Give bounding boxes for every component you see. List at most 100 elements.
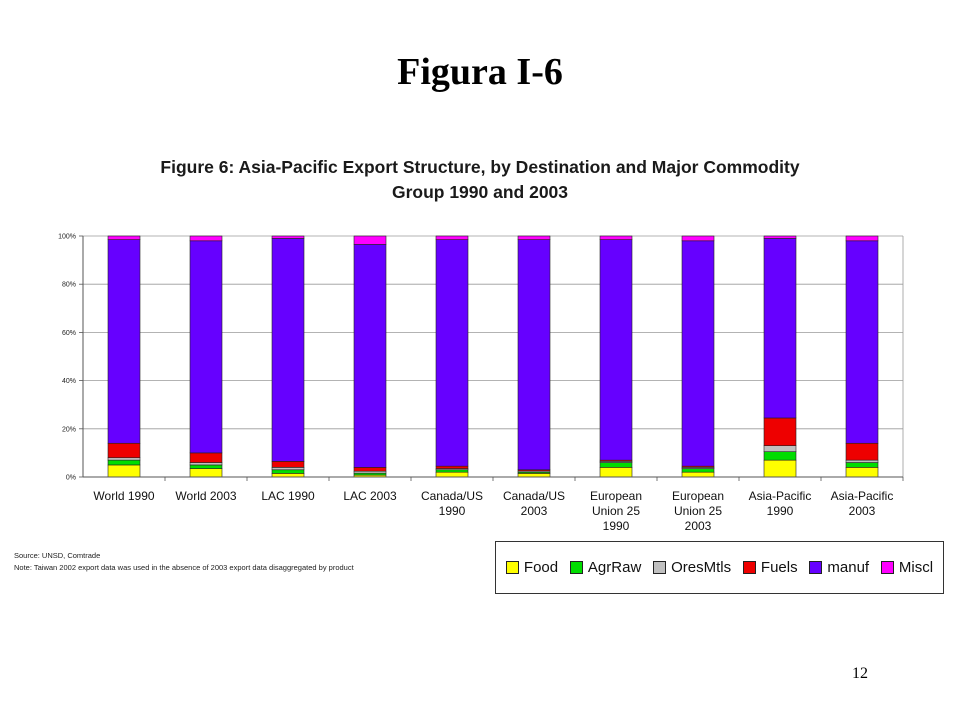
x-category-label: 1990 bbox=[439, 504, 466, 518]
bar-segment-fuels bbox=[353, 467, 387, 472]
bar-segment-manuf bbox=[189, 240, 223, 454]
figure-title-line1: Figure 6: Asia-Pacific Export Structure,… bbox=[160, 157, 800, 177]
bar-segment-agrraw bbox=[681, 468, 715, 473]
bar-segment-miscl bbox=[435, 235, 469, 240]
x-category-label: European bbox=[590, 489, 642, 503]
bar-segment-oresmtls bbox=[189, 462, 223, 466]
x-category-label: Union 25 bbox=[674, 504, 722, 518]
y-tick-labels: 0% 20% 40% 60% 80% 100% bbox=[58, 234, 76, 482]
y-tick-label: 20% bbox=[62, 426, 76, 433]
bar-segment-miscl bbox=[845, 235, 879, 242]
x-category-label: Asia-Pacific bbox=[749, 489, 812, 503]
bar-stack bbox=[517, 235, 551, 478]
source-note: Source: UNSD, Comtrade bbox=[14, 551, 101, 560]
legend-label: Miscl bbox=[898, 559, 934, 576]
x-category-label: World 1990 bbox=[93, 489, 154, 503]
bar-segment-manuf bbox=[599, 239, 633, 461]
bar-stack bbox=[353, 235, 387, 478]
chart-legend: Food AgrRaw OresMtls Fuels manuf Miscl bbox=[495, 541, 944, 594]
bar-segment-manuf bbox=[845, 240, 879, 444]
x-category-label: Union 25 bbox=[592, 504, 640, 518]
legend-label: AgrRaw bbox=[587, 559, 642, 576]
bar-segment-agrraw bbox=[599, 462, 633, 468]
bar-segment-fuels bbox=[271, 461, 305, 468]
bar-segment-miscl bbox=[107, 235, 141, 240]
bar-segment-agrraw bbox=[271, 469, 305, 474]
bar-segment-food bbox=[517, 473, 551, 478]
legend-swatch bbox=[569, 561, 583, 574]
bar-segment-fuels bbox=[763, 417, 797, 446]
bar-segment-miscl bbox=[681, 235, 715, 242]
bar-segment-food bbox=[681, 471, 715, 478]
bar-segment-manuf bbox=[681, 240, 715, 467]
x-category-label: Canada/US bbox=[503, 489, 565, 503]
slide-title: Figura I-6 bbox=[397, 51, 563, 93]
figure-title-line2: Group 1990 and 2003 bbox=[391, 182, 569, 202]
bar-stacks bbox=[107, 235, 879, 478]
x-category-label: European bbox=[672, 489, 724, 503]
bar-segment-miscl bbox=[271, 235, 305, 239]
bar-segment-manuf bbox=[435, 239, 469, 467]
x-category-label: LAC 1990 bbox=[261, 489, 315, 503]
legend-item-oresmtls: OresMtls bbox=[653, 559, 731, 576]
x-category-label: Canada/US bbox=[421, 489, 483, 503]
x-category-labels: World 1990 World 2003 LAC 1990 LAC 2003 Cana… bbox=[93, 489, 893, 533]
legend-label: OresMtls bbox=[671, 559, 732, 576]
bar-segment-food bbox=[189, 468, 223, 478]
x-category-label: 2003 bbox=[849, 504, 876, 518]
bar-segment-manuf bbox=[353, 244, 387, 468]
legend-swatch bbox=[653, 561, 667, 574]
x-category-label: 1990 bbox=[603, 519, 630, 533]
y-tick-label: 100% bbox=[58, 234, 76, 241]
bar-segment-food bbox=[435, 471, 469, 478]
bar-segment-fuels bbox=[189, 452, 223, 463]
legend-swatch bbox=[742, 561, 756, 574]
bar-segment-agrraw bbox=[845, 462, 879, 468]
legend-item-fuels: Fuels bbox=[742, 559, 798, 576]
x-category-label: World 2003 bbox=[175, 489, 236, 503]
bar-segment-fuels bbox=[435, 465, 469, 469]
y-tick-label: 0% bbox=[66, 475, 76, 482]
bar-stack bbox=[599, 235, 633, 478]
bar-stack bbox=[107, 235, 141, 478]
axes bbox=[79, 235, 904, 481]
bar-segment-agrraw bbox=[763, 451, 797, 461]
chart-notes: Source: UNSD, Comtrade Note: Taiwan 2002… bbox=[14, 550, 354, 574]
x-category-label: 2003 bbox=[685, 519, 712, 533]
bar-segment-miscl bbox=[763, 235, 797, 239]
bar-segment-agrraw bbox=[107, 459, 141, 466]
bar-segment-manuf bbox=[107, 239, 141, 444]
bar-segment-food bbox=[271, 473, 305, 478]
y-tick-label: 80% bbox=[62, 282, 76, 289]
bar-stack bbox=[271, 235, 305, 478]
bar-segment-agrraw bbox=[435, 469, 469, 473]
bar-segment-food bbox=[763, 459, 797, 478]
bar-segment-miscl bbox=[189, 235, 223, 242]
bar-stack bbox=[189, 235, 223, 478]
bar-segment-oresmtls bbox=[271, 467, 305, 471]
legend-label: manuf bbox=[827, 559, 870, 576]
stacked-bar-chart: 0% 20% 40% 60% 80% 100% World 1990 World 2003 L… bbox=[58, 234, 904, 533]
page-number: 12 bbox=[852, 665, 868, 682]
x-category-label: 1990 bbox=[767, 504, 794, 518]
bar-segment-manuf bbox=[271, 238, 305, 462]
x-category-label: Asia-Pacific bbox=[831, 489, 894, 503]
bar-stack bbox=[763, 235, 797, 478]
y-tick-label: 60% bbox=[62, 330, 76, 337]
bar-segment-food bbox=[107, 464, 141, 478]
legend-swatch bbox=[505, 561, 519, 574]
bar-segment-food bbox=[845, 467, 879, 478]
bar-segment-agrraw bbox=[189, 464, 223, 469]
x-category-label: LAC 2003 bbox=[343, 489, 397, 503]
x-category-label: 2003 bbox=[521, 504, 548, 518]
bar-segment-oresmtls bbox=[845, 459, 879, 463]
bar-segment-oresmtls bbox=[107, 457, 141, 461]
bar-segment-manuf bbox=[517, 239, 551, 471]
footnote: Note: Taiwan 2002 export data was used i… bbox=[14, 563, 354, 572]
bar-segment-food bbox=[599, 467, 633, 478]
legend-swatch bbox=[809, 561, 823, 574]
legend-item-agrraw: AgrRaw bbox=[569, 559, 642, 576]
figure-title: Figure 6: Asia-Pacific Export Structure,… bbox=[100, 155, 860, 205]
bar-stack bbox=[681, 235, 715, 478]
legend-item-miscl: Miscl bbox=[880, 559, 934, 576]
